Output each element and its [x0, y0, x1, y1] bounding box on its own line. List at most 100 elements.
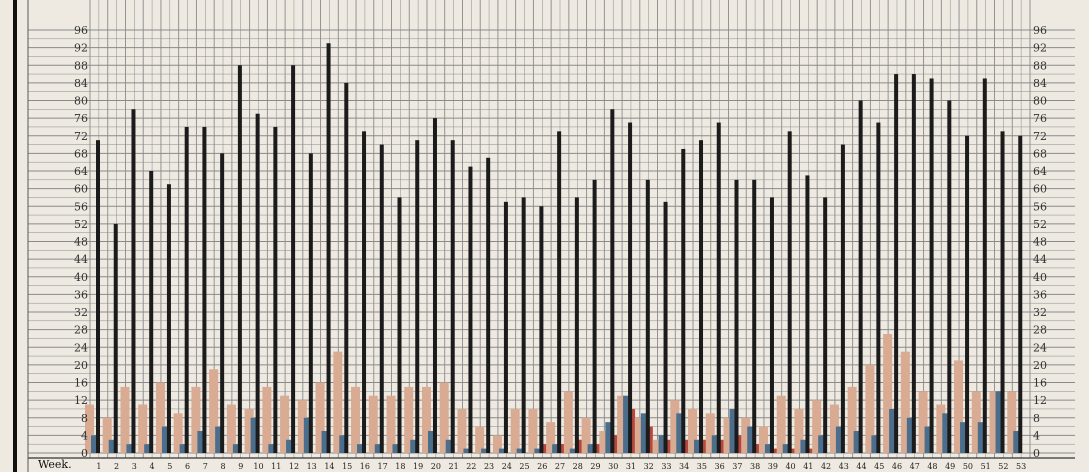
bar-black: [575, 197, 579, 453]
bar-black: [947, 101, 951, 454]
week-number-label: 46: [892, 462, 902, 471]
week-number-label: 5: [167, 462, 172, 471]
bar-black: [646, 180, 650, 453]
bar-black: [859, 101, 863, 454]
bar-black: [841, 145, 845, 453]
y-tick-label-right: 72: [1033, 130, 1047, 143]
week-number-label: 6: [185, 462, 190, 471]
week-number-label: 22: [466, 462, 476, 471]
y-tick-label-right: 52: [1033, 218, 1047, 231]
bar-black: [894, 74, 898, 453]
week-number-label: 29: [590, 462, 600, 471]
y-tick-label-right: 92: [1033, 42, 1047, 55]
y-tick-label-left: 40: [74, 271, 88, 284]
week-number-label: 13: [307, 462, 317, 471]
x-axis-label: Week.: [38, 458, 72, 471]
bar-black: [752, 180, 756, 453]
y-tick-label-left: 8: [81, 412, 88, 425]
y-tick-label-left: 84: [74, 77, 88, 90]
bar-black: [96, 140, 100, 453]
week-number-label: 14: [324, 462, 334, 471]
bar-black: [1018, 136, 1022, 453]
week-number-label: 12: [289, 462, 299, 471]
bar-black: [344, 83, 348, 453]
week-number-label: 30: [608, 462, 618, 471]
bar-black: [220, 153, 224, 453]
bar-black: [114, 224, 118, 453]
y-tick-label-left: 16: [74, 377, 88, 390]
bar-tan: [120, 387, 129, 453]
bar-black: [291, 65, 295, 453]
bar-black: [167, 184, 171, 453]
y-tick-label-right: 8: [1033, 412, 1040, 425]
y-tick-label-left: 88: [74, 59, 88, 72]
y-tick-label-left: 0: [81, 447, 88, 460]
bar-black: [504, 202, 508, 453]
bar-black: [823, 197, 827, 453]
bar-black: [486, 158, 490, 453]
y-tick-label-left: 76: [74, 112, 88, 125]
y-tick-label-right: 0: [1033, 447, 1040, 460]
week-number-label: 48: [927, 462, 937, 471]
week-number-label: 51: [981, 462, 991, 471]
week-number-label: 42: [821, 462, 831, 471]
y-tick-label-right: 48: [1033, 236, 1047, 249]
y-tick-label-left: 72: [74, 130, 88, 143]
week-number-label: 40: [785, 462, 795, 471]
y-tick-label-left: 64: [74, 165, 88, 178]
week-number-label: 41: [803, 462, 813, 471]
bar-black: [734, 180, 738, 453]
week-number-label: 4: [150, 462, 155, 471]
bar-black: [628, 123, 632, 453]
bar-black: [610, 109, 614, 453]
bar-tan: [511, 409, 520, 453]
bar-black: [380, 145, 384, 453]
bar-black: [805, 175, 809, 453]
bar-black: [131, 109, 135, 453]
bar-black: [539, 206, 543, 453]
week-number-label: 19: [413, 462, 423, 471]
bar-tan: [564, 391, 573, 453]
bar-black: [202, 127, 206, 453]
y-tick-label-right: 64: [1033, 165, 1047, 178]
bar-black: [788, 131, 792, 453]
bar-black: [433, 118, 437, 453]
y-tick-label-right: 20: [1033, 359, 1047, 372]
week-number-label: 21: [448, 462, 458, 471]
week-number-label: 15: [342, 462, 352, 471]
week-number-label: 52: [998, 462, 1008, 471]
y-tick-label-left: 36: [74, 288, 88, 301]
week-number-label: 50: [963, 462, 973, 471]
week-number-label: 26: [537, 462, 547, 471]
y-tick-label-right: 40: [1033, 271, 1047, 284]
week-number-label: 35: [697, 462, 707, 471]
week-number-label: 17: [378, 462, 388, 471]
bar-black: [238, 65, 242, 453]
bar-black: [1001, 131, 1005, 453]
y-tick-label-right: 56: [1033, 200, 1047, 213]
y-tick-label-left: 68: [74, 147, 88, 160]
bar-black: [149, 171, 153, 453]
bar-black: [770, 197, 774, 453]
week-number-label: 33: [661, 462, 671, 471]
y-tick-label-left: 44: [74, 253, 88, 266]
y-tick-label-left: 56: [74, 200, 88, 213]
bar-black: [451, 140, 455, 453]
bar-black: [930, 78, 934, 453]
week-number-label: 16: [360, 462, 370, 471]
bar-black: [965, 136, 969, 453]
y-tick-label-right: 76: [1033, 112, 1047, 125]
bar-black: [185, 127, 189, 453]
week-number-label: 28: [573, 462, 583, 471]
week-number-label: 31: [626, 462, 636, 471]
y-tick-label-left: 60: [74, 183, 88, 196]
week-number-label: 23: [484, 462, 494, 471]
y-tick-label-right: 60: [1033, 183, 1047, 196]
week-number-label: 10: [253, 462, 263, 471]
y-tick-label-right: 32: [1033, 306, 1047, 319]
bar-tan: [457, 409, 466, 453]
week-number-label: 24: [502, 462, 512, 471]
y-tick-label-right: 24: [1033, 341, 1047, 354]
week-number-label: 53: [1016, 462, 1026, 471]
bar-black: [664, 202, 668, 453]
